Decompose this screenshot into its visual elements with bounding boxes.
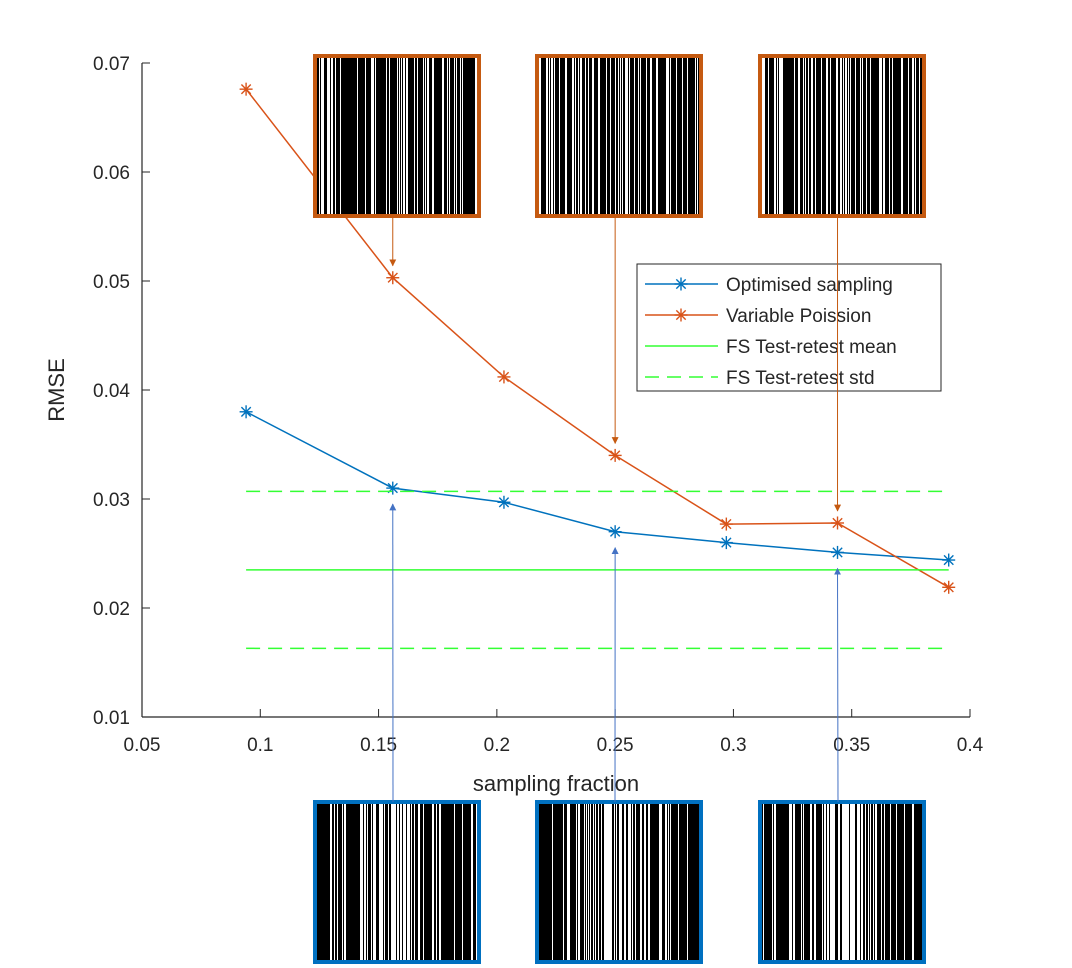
data-point	[608, 448, 622, 462]
data-point	[239, 82, 253, 96]
series-0	[239, 405, 956, 567]
inset-frame	[535, 54, 703, 218]
x-tick-label: 0.2	[484, 735, 510, 756]
x-tick-label: 0.15	[360, 735, 397, 756]
data-point	[386, 481, 400, 495]
y-ticks: 0.01 0.02 0.03 0.04 0.05 0.06 0.07	[93, 54, 150, 729]
legend-marker	[674, 308, 688, 322]
optimised-sampling-pattern-inset	[535, 547, 703, 964]
data-point	[831, 545, 845, 559]
sampling-pattern-insets	[313, 54, 926, 964]
data-point	[831, 516, 845, 530]
y-axis-label: RMSE	[44, 358, 69, 422]
poisson-sampling-pattern-inset	[313, 54, 481, 267]
data-point	[239, 405, 253, 419]
legend-box	[636, 263, 942, 392]
data-point	[719, 536, 733, 550]
inset-frame	[758, 800, 926, 964]
series-1	[239, 82, 956, 594]
series-layer	[239, 82, 956, 650]
optimised-sampling-pattern-inset	[313, 503, 481, 964]
x-axis-label: sampling fraction	[473, 771, 639, 796]
legend-marker	[674, 277, 688, 291]
y-tick-label: 0.05	[93, 272, 130, 293]
legend-label: Optimised sampling	[726, 275, 893, 296]
x-tick-label: 0.3	[720, 735, 746, 756]
optimised-sampling-pattern-inset	[758, 567, 926, 964]
y-tick-label: 0.06	[93, 163, 130, 184]
poisson-sampling-pattern-inset	[535, 54, 703, 445]
data-point	[942, 580, 956, 594]
y-tick-label: 0.04	[93, 381, 130, 402]
legend-entry: FS Test-retest mean	[645, 337, 897, 358]
data-point	[497, 495, 511, 509]
y-tick-label: 0.01	[93, 708, 130, 729]
legend-entry: Optimised sampling	[645, 275, 893, 296]
legend-label: FS Test-retest mean	[726, 337, 897, 358]
data-point	[608, 525, 622, 539]
data-point	[497, 370, 511, 384]
series-line	[245, 411, 949, 561]
legend: Optimised sampling Variable Poission FS Te…	[636, 263, 942, 392]
y-tick-label: 0.03	[93, 490, 130, 511]
data-point	[386, 271, 400, 285]
poisson-sampling-pattern-inset	[758, 54, 926, 512]
inset-frame	[313, 54, 481, 218]
x-ticks: 0.05 0.1 0.15 0.2 0.25 0.3 0.35 0.4	[124, 709, 984, 756]
inset-frame	[758, 54, 926, 218]
data-point	[719, 517, 733, 531]
legend-label: FS Test-retest std	[726, 368, 875, 389]
x-tick-label: 0.1	[247, 735, 273, 756]
x-tick-label: 0.05	[124, 735, 161, 756]
y-tick-label: 0.07	[93, 54, 130, 75]
x-tick-label: 0.4	[957, 735, 984, 756]
inset-frame	[535, 800, 703, 964]
legend-entry: Variable Poission	[645, 306, 871, 327]
y-tick-label: 0.02	[93, 599, 130, 620]
legend-label: Variable Poission	[726, 306, 871, 327]
inset-frame	[313, 800, 481, 964]
x-tick-label: 0.35	[833, 735, 870, 756]
data-point	[942, 553, 956, 567]
